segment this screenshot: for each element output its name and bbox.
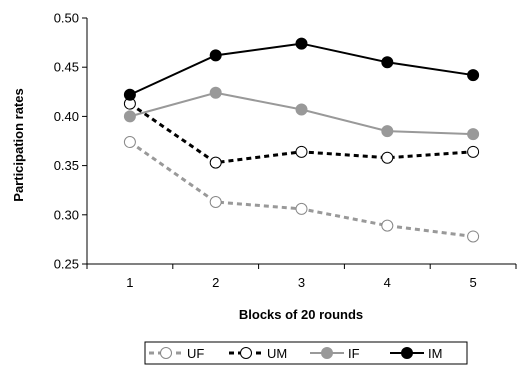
x-axis-title: Blocks of 20 rounds (239, 307, 363, 322)
data-point-im (209, 49, 222, 62)
y-tick-label: 0.35 (54, 158, 79, 173)
x-tick-label: 3 (298, 275, 305, 290)
series-um (123, 97, 480, 169)
data-point-if (123, 110, 136, 123)
x-axis-ticks: 1 2 3 4 5 (86, 264, 517, 290)
series-line-im (129, 42, 474, 96)
data-point-uf (467, 230, 480, 243)
series-layer (123, 37, 480, 243)
y-axis-ticks: 0.25 0.30 0.35 0.40 0.45 0.50 (54, 11, 87, 272)
data-point-uf (295, 202, 308, 215)
data-point-uf (123, 135, 136, 148)
y-tick-label: 0.25 (54, 257, 79, 272)
legend-label-uf: UF (187, 346, 204, 361)
series-im (123, 37, 480, 101)
y-tick-label: 0.45 (54, 60, 79, 75)
data-point-um (381, 151, 394, 164)
legend-label-im: IM (428, 346, 442, 361)
series-if (123, 86, 480, 141)
data-point-um (467, 145, 480, 158)
legend-box (144, 341, 468, 365)
x-tick-label: 5 (469, 275, 476, 290)
data-point-im (381, 56, 394, 69)
data-point-im (467, 69, 480, 82)
data-point-im (123, 88, 136, 101)
legend-marker-uf (160, 347, 172, 359)
legend-label-um: UM (267, 346, 287, 361)
data-point-if (467, 128, 480, 141)
y-axis-title: Participation rates (11, 88, 26, 201)
y-tick-label: 0.40 (54, 109, 79, 124)
data-point-um (295, 145, 308, 158)
x-tick-label: 4 (384, 275, 391, 290)
legend: UF UM IF IM (144, 341, 468, 365)
x-tick-label: 1 (126, 275, 133, 290)
data-point-if (295, 103, 308, 116)
data-point-uf (209, 196, 222, 209)
legend-marker-if (321, 347, 333, 359)
legend-marker-um (240, 347, 252, 359)
y-tick-label: 0.30 (54, 207, 79, 222)
data-point-if (381, 125, 394, 138)
legend-marker-im (401, 347, 413, 359)
data-point-uf (381, 219, 394, 232)
series-uf (123, 135, 480, 243)
x-tick-label: 2 (212, 275, 219, 290)
data-point-im (295, 37, 308, 50)
legend-label-if: IF (348, 346, 360, 361)
data-point-um (209, 156, 222, 169)
data-point-if (209, 86, 222, 99)
y-tick-label: 0.50 (54, 11, 79, 26)
